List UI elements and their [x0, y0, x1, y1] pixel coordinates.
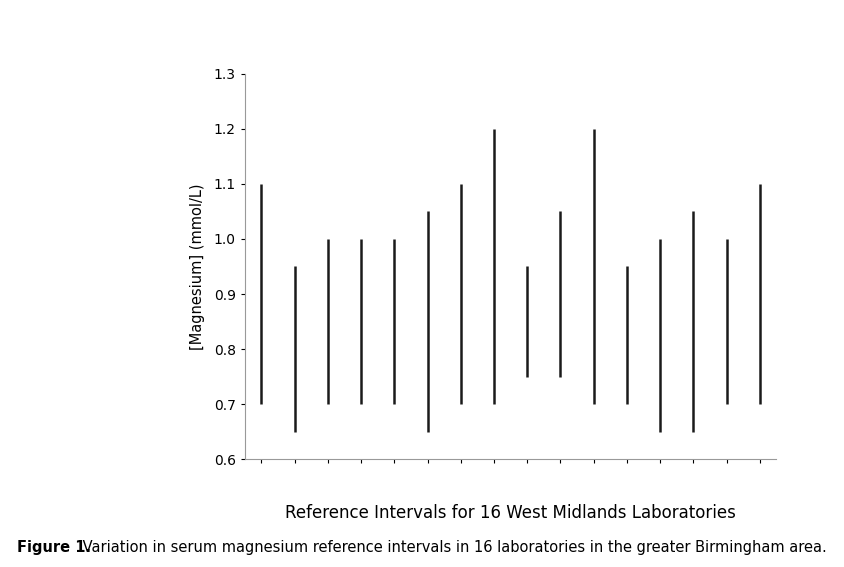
Text: Reference Intervals for 16 West Midlands Laboratories: Reference Intervals for 16 West Midlands…: [285, 504, 736, 522]
Y-axis label: [Magnesium] (mmol/L): [Magnesium] (mmol/L): [190, 183, 205, 350]
Text: Figure 1.: Figure 1.: [17, 540, 91, 555]
Text: Variation in serum magnesium reference intervals in 16 laboratories in the great: Variation in serum magnesium reference i…: [78, 540, 827, 555]
